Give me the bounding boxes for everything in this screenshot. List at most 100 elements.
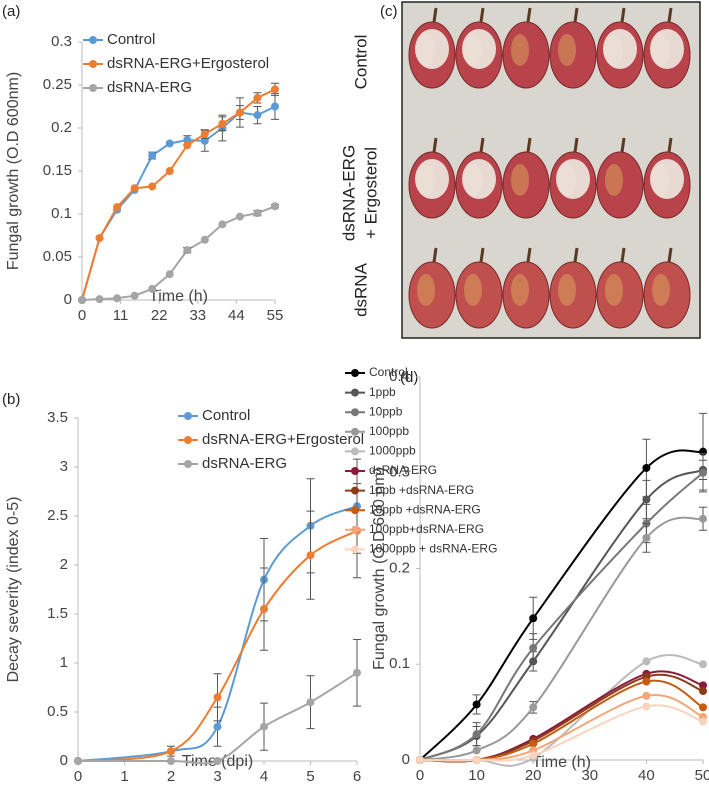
legend-label: 100ppb+dsRNA-ERG: [369, 522, 484, 536]
y-tick-label: 2.5: [47, 507, 68, 524]
data-point: [260, 605, 268, 614]
legend-marker: [184, 460, 192, 468]
series-line: [81, 105, 276, 301]
legend-marker: [351, 506, 359, 515]
stem: [620, 137, 626, 153]
grape-highlight: [558, 274, 576, 306]
y-axis-title: Fungal growth (O.D 600 nm): [371, 467, 388, 670]
stem: [620, 7, 626, 23]
data-point: [253, 93, 262, 102]
data-point: [642, 677, 651, 686]
stem: [432, 247, 438, 263]
data-point: [95, 295, 104, 304]
mold: [650, 159, 684, 199]
y-tick-label: 0.2: [389, 559, 410, 576]
x-tick-label: 11: [113, 307, 129, 324]
data-point: [699, 703, 707, 712]
data-point: [353, 668, 361, 677]
data-point: [235, 212, 244, 221]
grape-highlight: [652, 274, 670, 306]
x-tick-label: 30: [581, 767, 598, 784]
data-point: [130, 184, 139, 193]
x-tick-label: 20: [525, 767, 542, 784]
data-point: [130, 291, 139, 300]
data-point: [472, 756, 481, 764]
data-point: [699, 681, 707, 690]
stem: [667, 7, 673, 23]
mold: [556, 159, 590, 199]
data-point: [74, 757, 82, 765]
legend-label: Control: [107, 31, 155, 48]
data-point: [699, 514, 707, 523]
panel-label: (a): [2, 3, 20, 20]
data-point: [699, 660, 707, 669]
legend-label: Control: [369, 365, 408, 379]
data-point: [200, 235, 209, 244]
series-line: [419, 449, 704, 761]
legend-marker: [184, 412, 192, 420]
legend-label: dsRNA-ERG: [202, 455, 287, 472]
y-tick-label: 0.5: [47, 703, 68, 720]
data-point: [167, 757, 175, 765]
data-point: [271, 102, 279, 111]
panel-label: (b): [2, 391, 20, 408]
legend-label: dsRNA-ERG+Ergosterol: [202, 431, 364, 448]
data-point: [271, 85, 279, 94]
data-point: [699, 687, 707, 696]
x-tick-label: 6: [353, 768, 361, 785]
data-point: [200, 136, 209, 145]
data-point: [183, 246, 192, 255]
y-tick-label: 0.4: [389, 368, 410, 385]
data-point: [78, 296, 86, 304]
series-line: [419, 704, 704, 762]
legend-marker: [351, 467, 359, 475]
panel-label: (d): [400, 369, 418, 386]
stem: [526, 247, 532, 263]
data-point: [529, 614, 538, 623]
legend-marker: [351, 447, 359, 456]
grape-highlight: [464, 274, 482, 306]
data-point: [699, 468, 707, 477]
data-point: [642, 657, 651, 666]
data-point: [113, 203, 122, 212]
data-point: [167, 747, 175, 756]
legend-label: 10ppb +dsRNA-ERG: [369, 502, 481, 516]
x-tick-label: 33: [189, 307, 206, 324]
y-tick-label: 0.3: [389, 464, 410, 481]
data-point: [165, 270, 174, 279]
stem: [432, 137, 438, 153]
legend-label: 1000ppb: [369, 444, 416, 458]
data-point: [148, 182, 157, 191]
stem: [620, 247, 626, 263]
data-point: [416, 756, 424, 764]
stem: [667, 247, 673, 263]
x-tick-label: 4: [260, 768, 268, 785]
mold: [603, 29, 637, 69]
data-point: [253, 209, 262, 218]
data-point: [213, 722, 222, 731]
y-tick-label: 0.25: [43, 76, 72, 93]
data-point: [472, 700, 481, 709]
data-point: [529, 739, 538, 748]
x-tick-label: 44: [228, 307, 245, 324]
legend-marker: [184, 436, 192, 444]
x-tick-label: 40: [638, 767, 655, 784]
photo-row-label: + Ergosterol: [361, 147, 380, 239]
stem: [479, 137, 485, 153]
mold: [462, 159, 496, 199]
legend-marker: [351, 545, 359, 554]
data-point: [148, 284, 157, 293]
y-tick-label: 2: [60, 556, 68, 573]
data-point: [306, 698, 315, 707]
data-point: [200, 130, 209, 139]
y-tick-label: 3: [60, 458, 68, 475]
legend-marker: [89, 60, 97, 68]
legend-marker: [89, 36, 97, 44]
x-axis-title: Time (h): [532, 754, 591, 771]
y-tick-label: 0: [60, 752, 68, 769]
data-point: [165, 139, 174, 148]
grape-highlight: [511, 34, 529, 66]
data-point: [218, 119, 227, 128]
data-point: [271, 202, 279, 211]
